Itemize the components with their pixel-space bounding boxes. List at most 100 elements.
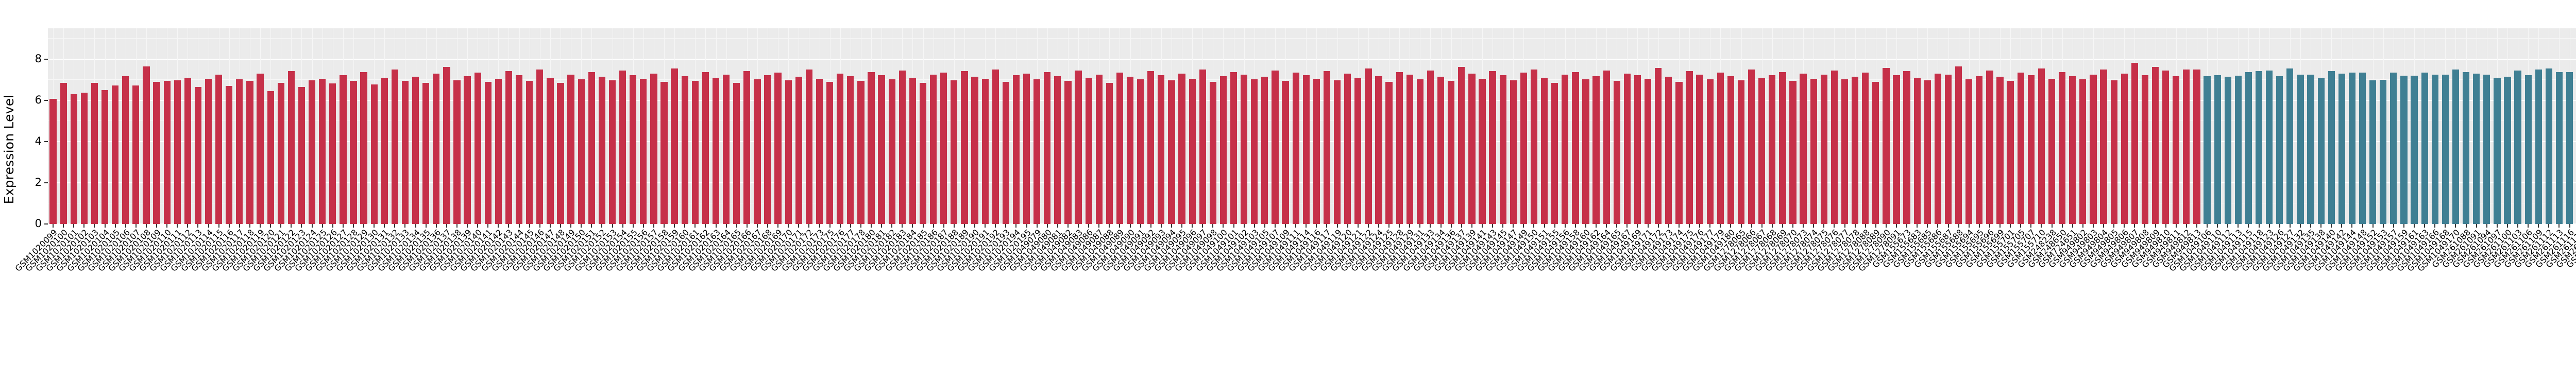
bar [2193,70,2200,224]
bar [1696,74,1703,224]
x-axis-tick-mark [1223,224,1224,228]
bar [1717,73,1724,224]
x-axis-tick-mark [104,224,106,228]
x-axis-tick-mark [2320,224,2322,228]
bar [971,77,978,224]
bar [2307,75,2314,224]
bar [1851,77,1859,224]
y-axis-tick-label: 0 [35,217,42,230]
x-axis-tick-mark [1078,224,1079,228]
plot-panel [48,28,2576,224]
bar [2110,80,2117,224]
bar [588,72,595,224]
x-axis-tick-mark [2134,224,2136,228]
x-axis-tick-mark [2558,224,2560,228]
bar [2494,78,2501,224]
x-axis-tick-mark [767,224,769,228]
bar [630,75,637,224]
bar [795,77,802,224]
x-axis-tick-mark [2217,224,2218,228]
bar [153,82,160,224]
bar [2038,68,2045,224]
bar [1779,72,1786,224]
x-axis-tick-mark [1917,224,1918,228]
x-axis-tick-mark [177,224,178,228]
bar [2245,72,2252,224]
bar [412,77,419,224]
x-axis-tick-mark [684,224,686,228]
x-axis-tick-mark [156,224,158,228]
x-axis-tick-mark [1109,224,1110,228]
x-axis-tick-mark [1720,224,1721,228]
x-axis-label-group: GSM1020099 GSM1020100 GSM1020101 GSM1020102… [13,228,2576,299]
bar [1758,78,1766,224]
bar [1706,79,1714,224]
bar [2214,75,2221,224]
bar [2007,81,2014,224]
x-axis-tick-mark [788,224,789,228]
bar [2224,77,2231,224]
x-axis-tick-mark [1409,224,1411,228]
x-axis-tick-mark [374,224,375,228]
bars-layer [48,28,2576,224]
bar [464,76,471,224]
x-axis-tick-mark [2051,224,2053,228]
x-axis-tick-mark [2548,224,2550,228]
x-axis-tick-mark [1285,224,1286,228]
bar [2566,72,2573,224]
x-axis-tick-mark [1709,224,1711,228]
x-axis-tick-mark [404,224,406,228]
bar [2297,74,2304,224]
x-axis-tick-mark [1295,224,1297,228]
x-axis-tick-mark [1347,224,1348,228]
bar [567,74,574,224]
bar [826,82,834,224]
bar [722,74,730,224]
bar [1986,70,1993,224]
x-axis-tick-mark [756,224,758,228]
x-axis-tick-mark [1098,224,1100,228]
bar [1261,77,1268,224]
x-axis-tick-mark [518,224,520,228]
x-axis-tick-mark [1647,224,1649,228]
x-axis-tick-mark [2072,224,2073,228]
x-axis-tick-mark [2092,224,2094,228]
bar [1396,72,1403,224]
x-axis-tick-mark [2279,224,2280,228]
bar [2079,79,2087,224]
gridline-major-horizontal [48,100,2576,101]
x-axis-tick-mark [808,224,810,228]
bar [1406,74,1413,224]
x-axis-tick-mark [467,224,468,228]
x-axis-tick-mark [902,224,903,228]
bar [712,78,720,224]
x-axis-tick-mark [187,224,189,228]
x-axis-tick-mark [2196,224,2197,228]
bar [433,74,440,224]
x-axis-tick-mark [1533,224,1535,228]
x-axis-tick-mark [2082,224,2083,228]
x-axis-tick-mark [1906,224,1908,228]
x-axis-tick-mark [2455,224,2456,228]
bar [422,82,430,224]
bar [857,81,865,224]
bar [1489,71,1496,224]
x-axis-tick-mark [166,224,168,228]
bar [443,67,450,224]
bar [2390,73,2397,224]
bar [1831,70,1838,224]
bar [205,78,212,224]
bar [319,78,326,224]
bar [1510,80,1517,224]
x-axis-tick-mark [508,224,510,228]
x-axis-tick-mark [2569,224,2570,228]
bar [2017,73,2024,224]
x-axis-tick-mark [871,224,872,228]
x-axis-tick-mark [1233,224,1234,228]
bar [1727,76,1735,224]
x-axis-tick-mark [1927,224,1928,228]
bar [1883,67,1890,224]
x-axis-tick-mark [953,224,955,228]
x-axis-tick-mark [83,224,85,228]
bar [2069,76,2076,224]
